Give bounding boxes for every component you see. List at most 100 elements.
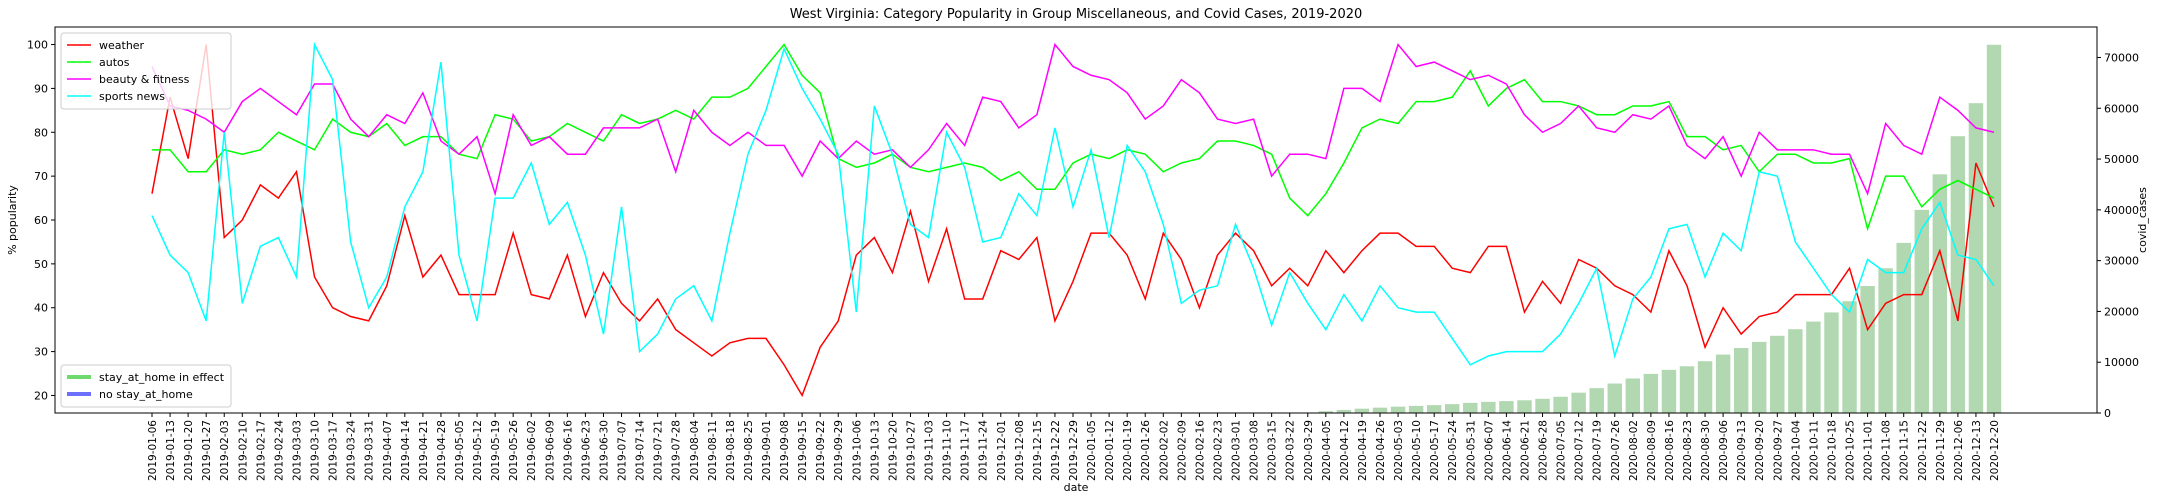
x-tick-label: 2019-03-17 [328,420,340,481]
x-tick-label: 2020-05-17 [1429,420,1441,481]
legend-box [60,32,232,110]
bar [1535,398,1550,413]
x-tick-label: 2019-07-21 [653,420,665,481]
x-tick-label: 2019-07-07 [617,420,629,481]
y2-tick-label: 70000 [2104,51,2139,64]
x-tick-label: 2020-09-06 [1718,420,1730,481]
x-tick-label: 2019-01-13 [165,420,177,481]
legend-label: weather [99,39,145,52]
bar [1426,405,1442,413]
y2-tick-label: 30000 [2104,255,2139,268]
x-tick-label: 2020-02-23 [1212,420,1224,481]
x-tick-label: 2019-11-24 [978,420,990,481]
x-tick-label: 2019-02-10 [237,420,249,481]
legend-label: autos [99,56,130,69]
x-tick-label: 2020-10-04 [1790,420,1802,481]
x-tick-label: 2019-10-13 [869,420,881,481]
x-tick-label: 2020-04-26 [1375,420,1387,481]
x-tick-label: 2019-12-08 [1014,420,1026,481]
x-tick-label: 2020-10-11 [1808,420,1820,481]
x-tick-label: 2019-05-19 [490,420,502,481]
x-tick-label: 2020-07-12 [1574,420,1586,481]
bar [1770,335,1785,413]
x-axis-label: date [1064,481,1089,494]
y-tick-label: 40 [34,302,48,315]
x-tick-label: 2020-07-19 [1592,420,1604,481]
x-tick-label: 2020-01-26 [1140,420,1152,481]
bar [1860,286,1875,413]
x-tick-label: 2020-10-25 [1845,420,1857,481]
bar [1824,312,1839,413]
x-tick-label: 2020-01-12 [1104,420,1116,481]
x-tick-label: 2019-09-01 [761,420,773,481]
x-tick-label: 2019-03-31 [364,420,376,481]
legend-label: no stay_at_home [99,388,193,401]
x-tick-label: 2020-05-31 [1465,420,1477,481]
bar [1842,301,1857,413]
x-tick-label: 2019-02-03 [219,420,231,481]
bar [1661,369,1677,413]
y2-tick-label: 40000 [2104,204,2139,217]
x-tick-label: 2019-03-10 [310,420,322,481]
x-tick-label: 2019-11-10 [942,420,954,481]
bar [1499,401,1514,413]
bar [1589,388,1604,413]
x-tick-label: 2019-02-17 [255,420,267,481]
bar [1932,174,1948,413]
x-tick-label: 2019-03-03 [291,420,303,481]
x-tick-label: 2020-06-28 [1538,420,1550,481]
bar [1390,406,1406,413]
x-tick-label: 2020-12-20 [1989,420,2001,481]
y-tick-label: 100 [27,39,48,52]
x-tick-label: 2020-07-26 [1610,420,1622,481]
x-tick-label: 2019-10-20 [887,420,899,481]
x-tick-label: 2019-09-08 [779,420,791,481]
x-tick-label: 2020-11-08 [1881,420,1893,481]
y2-tick-label: 50000 [2104,153,2139,166]
bar [1715,354,1731,413]
bar [1553,396,1568,413]
legend-label: stay_at_home in effect [99,371,225,384]
x-tick-label: 2020-02-09 [1176,420,1188,481]
bar [1517,400,1532,413]
y2-axis-label: covid_cases [2136,187,2149,253]
x-tick-label: 2019-09-29 [833,420,845,481]
x-tick-label: 2019-04-14 [400,420,412,481]
y-tick-label: 80 [34,126,48,139]
bar [1372,407,1388,413]
x-tick-label: 2020-06-14 [1501,420,1513,481]
x-tick-label: 2019-10-27 [905,420,917,481]
bar [1463,402,1478,413]
x-tick-label: 2020-02-02 [1158,420,1170,481]
bar [1950,136,1966,413]
bar [1806,321,1821,413]
y2-tick-label: 60000 [2104,102,2139,115]
y-tick-label: 90 [34,82,48,95]
y-tick-label: 50 [34,258,48,271]
x-tick-label: 2020-10-18 [1826,420,1838,481]
x-tick-label: 2019-12-29 [1068,420,1080,481]
x-tick-label: 2020-03-08 [1249,420,1261,481]
x-tick-label: 2020-04-05 [1321,420,1333,481]
x-tick-label: 2019-12-15 [1032,420,1044,481]
y2-tick-label: 10000 [2104,356,2139,369]
x-tick-label: 2020-03-29 [1303,420,1315,481]
x-tick-label: 2019-05-05 [454,420,466,481]
x-tick-label: 2019-09-22 [815,420,827,481]
bar [1571,392,1586,413]
x-tick-label: 2019-01-27 [201,420,213,481]
bar [1625,378,1641,413]
bar [1878,268,1893,413]
x-tick-label: 2020-06-21 [1519,420,1531,481]
y2-tick-label: 20000 [2104,305,2139,318]
x-tick-label: 2019-03-24 [346,420,358,481]
x-tick-label: 2020-11-01 [1863,420,1875,481]
y2-tick-label: 0 [2104,407,2111,420]
bar [1968,103,1984,414]
x-tick-label: 2019-12-01 [996,420,1008,481]
x-tick-label: 2020-06-07 [1483,420,1495,481]
bar [1896,242,1911,413]
x-tick-label: 2020-08-16 [1664,420,1676,481]
bar [1408,405,1424,413]
x-tick-label: 2020-05-24 [1447,420,1459,481]
